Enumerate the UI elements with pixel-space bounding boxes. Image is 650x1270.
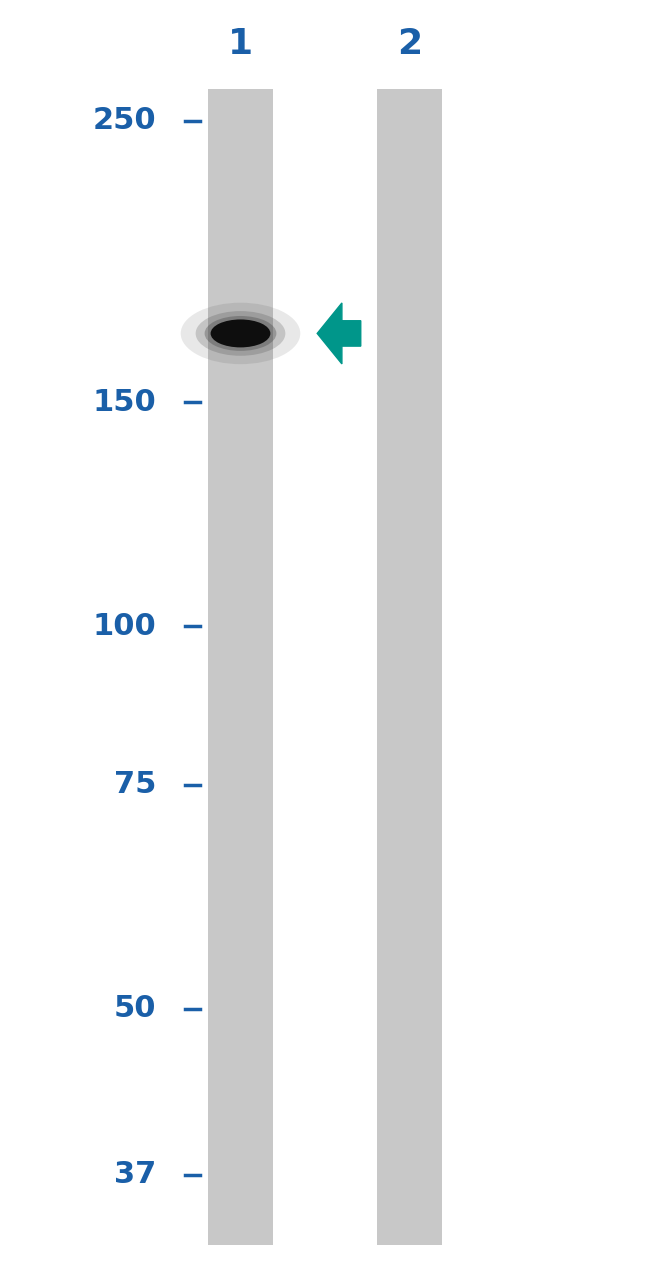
Text: 37: 37 bbox=[114, 1161, 156, 1189]
FancyArrow shape bbox=[317, 304, 361, 364]
Text: 250: 250 bbox=[92, 107, 156, 135]
Ellipse shape bbox=[211, 320, 270, 348]
Text: 75: 75 bbox=[114, 771, 156, 799]
Ellipse shape bbox=[196, 311, 285, 356]
Bar bbox=[208, 89, 273, 1245]
Text: 150: 150 bbox=[92, 389, 156, 417]
Ellipse shape bbox=[205, 316, 276, 351]
Text: 2: 2 bbox=[397, 28, 422, 61]
Text: 50: 50 bbox=[114, 994, 156, 1024]
Bar bbox=[377, 89, 442, 1245]
Text: 100: 100 bbox=[92, 612, 156, 640]
Ellipse shape bbox=[181, 302, 300, 364]
Text: 1: 1 bbox=[228, 28, 253, 61]
